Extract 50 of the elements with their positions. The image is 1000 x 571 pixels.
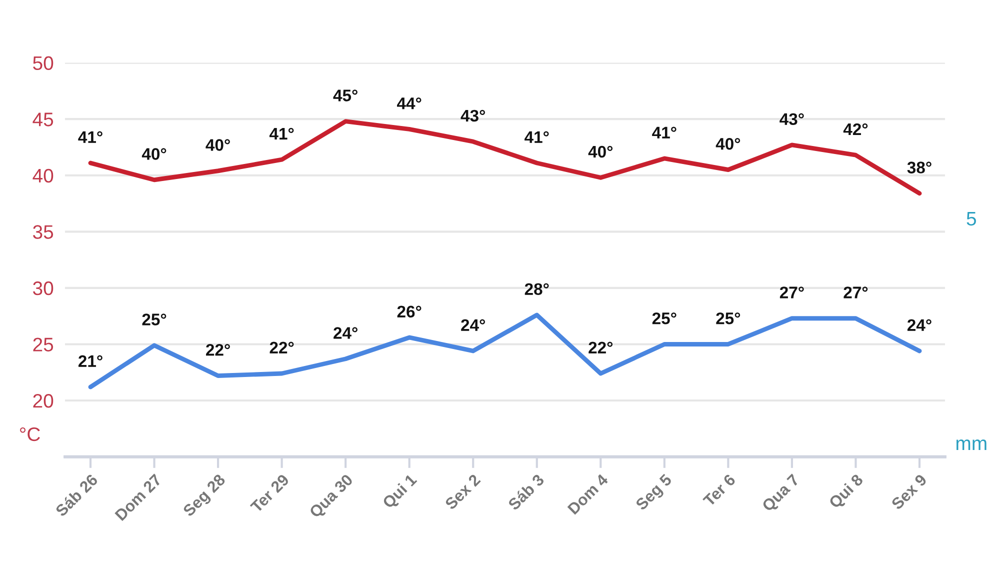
- data-label: 24°: [334, 327, 358, 339]
- data-label: 38°: [907, 162, 932, 174]
- y-axis-title: °C: [20, 427, 40, 442]
- data-label: 44°: [397, 98, 422, 110]
- x-tick-label: Sáb 26: [54, 473, 98, 518]
- x-tick-label: Sex 2: [444, 474, 481, 510]
- data-label: 28°: [524, 283, 549, 296]
- data-label: 40°: [206, 139, 230, 151]
- data-label: 22°: [588, 342, 613, 354]
- data-label: 22°: [270, 342, 294, 354]
- x-tick-label: Qui 1: [382, 473, 420, 511]
- data-label: 40°: [588, 146, 613, 158]
- data-label: 25°: [716, 312, 740, 324]
- data-label: 41°: [652, 126, 676, 138]
- data-label: 42°: [843, 123, 868, 135]
- y-tick-label: 50: [33, 56, 54, 70]
- y-tick-label: 40: [32, 168, 54, 183]
- data-label: 27°: [844, 286, 868, 298]
- x-tick-label: Qua 30: [308, 474, 356, 520]
- data-label: 24°: [461, 319, 485, 331]
- text: mm: [956, 440, 986, 450]
- data-label: 22°: [206, 344, 230, 356]
- data-label: 25°: [142, 314, 166, 326]
- data-label: 43°: [460, 110, 485, 122]
- data-label: 25°: [652, 312, 676, 324]
- x-tick-label: Sáb 3: [506, 473, 545, 511]
- data-label: 21°: [78, 355, 102, 367]
- x-tick-label: Seg 5: [634, 473, 675, 514]
- x-tick-label: Ter 29: [250, 473, 290, 514]
- data-label: 40°: [142, 148, 166, 160]
- data-label: 24°: [907, 319, 932, 331]
- data-label: 43°: [780, 113, 804, 126]
- y-tick-label: 25: [33, 338, 54, 352]
- x-tick-label: Seg 28: [182, 473, 228, 520]
- text: 5: [966, 212, 976, 226]
- data-label: 41°: [524, 131, 549, 143]
- x-tick-label: Qua 7: [761, 474, 802, 514]
- data-label: 41°: [78, 131, 102, 143]
- data-label: 27°: [780, 286, 804, 298]
- x-tick-label: Qui 8: [828, 473, 866, 511]
- data-label: 41°: [269, 128, 294, 140]
- x-tick-label: Sex 9: [890, 473, 928, 510]
- data-label: 26°: [397, 306, 422, 318]
- data-label: 40°: [716, 138, 740, 150]
- y-tick-label: 20: [33, 394, 54, 408]
- y-tick-label: 30: [33, 281, 54, 296]
- y-tick-label: 45: [32, 112, 54, 126]
- x-tick-label: Ter 6: [702, 473, 736, 508]
- data-label: 45°: [333, 90, 358, 102]
- y-tick-label: 35: [33, 225, 54, 239]
